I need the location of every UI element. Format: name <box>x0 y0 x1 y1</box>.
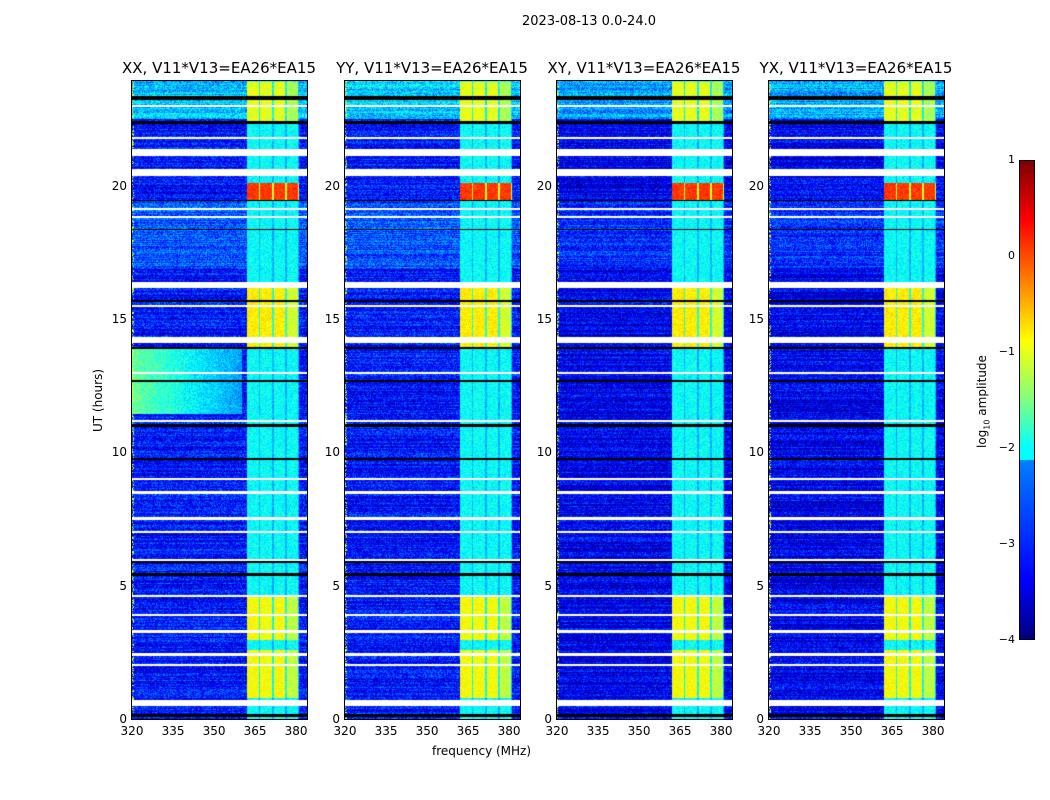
y-tick-label: 5 <box>119 578 127 593</box>
panel-title: XX, V11*V13=EA26*EA15 <box>121 59 316 77</box>
y-tick-label: 15 <box>536 312 552 326</box>
y-tick-label: 5 <box>544 578 552 593</box>
colorbar-tick-label: −4 <box>998 633 1015 646</box>
y-tick-label: 15 <box>748 312 764 326</box>
y-tick-label: 0 <box>544 712 552 726</box>
colorbar-tick-label: −3 <box>998 537 1015 550</box>
x-tick-label: 335 <box>586 724 610 738</box>
x-tick-label: 365 <box>243 724 267 738</box>
y-tick-label: 0 <box>332 712 340 726</box>
x-tick-label: 380 <box>497 724 521 738</box>
x-tick-label: 365 <box>456 724 480 738</box>
x-tick-label: 365 <box>880 724 904 738</box>
x-tick-label: 365 <box>668 724 692 738</box>
y-tick-label: 0 <box>119 712 127 726</box>
y-tick-label: 20 <box>536 178 552 193</box>
y-tick-label: 0 <box>756 712 764 726</box>
x-axis-label: frequency (MHz) <box>432 744 532 758</box>
x-tick-label: 320 <box>545 724 569 738</box>
colorbar-tick-label: −2 <box>998 441 1015 454</box>
panel-title: XY, V11*V13=EA26*EA15 <box>547 59 741 77</box>
colorbar-tick-label: −1 <box>998 345 1015 358</box>
heatmap-image <box>557 81 732 719</box>
heatmap-panel <box>768 80 945 720</box>
heatmap-panel <box>344 80 521 720</box>
x-tick-label: 350 <box>839 724 863 738</box>
panel-title: YY, V11*V13=EA26*EA15 <box>336 59 528 77</box>
y-tick-label: 5 <box>332 578 340 593</box>
y-tick-label: 20 <box>324 178 340 193</box>
x-tick-label: 350 <box>627 724 651 738</box>
figure-title: 2023-08-13 0.0-24.0 <box>522 14 656 29</box>
x-tick-label: 320 <box>757 724 781 738</box>
colorbar-tick-label: 1 <box>1008 153 1015 166</box>
y-tick-label: 10 <box>111 445 127 460</box>
y-tick-label: 20 <box>748 178 764 193</box>
y-tick-label: 5 <box>756 578 764 593</box>
x-tick-label: 335 <box>798 724 822 738</box>
y-axis-label: UT (hours) <box>91 368 105 432</box>
colorbar <box>1019 160 1035 640</box>
y-tick-label: 10 <box>324 445 340 460</box>
y-tick-label: 15 <box>324 312 340 326</box>
y-tick-label: 10 <box>748 445 764 460</box>
colorbar-label: log10 amplitude <box>975 355 992 448</box>
x-tick-label: 335 <box>161 724 185 738</box>
y-tick-label: 10 <box>536 445 552 460</box>
colorbar-tick-label: 0 <box>1008 249 1015 262</box>
heatmap-panel <box>131 80 308 720</box>
heatmap-image <box>132 81 307 719</box>
x-tick-label: 380 <box>284 724 308 738</box>
y-tick-label: 20 <box>111 178 127 193</box>
x-tick-label: 320 <box>333 724 357 738</box>
heatmap-image <box>769 81 944 719</box>
x-tick-label: 380 <box>921 724 945 738</box>
heatmap-image <box>345 81 520 719</box>
x-tick-label: 350 <box>202 724 226 738</box>
x-tick-label: 350 <box>415 724 439 738</box>
panel-title: YX, V11*V13=EA26*EA15 <box>759 59 953 77</box>
x-tick-label: 335 <box>374 724 398 738</box>
x-tick-label: 320 <box>120 724 144 738</box>
x-tick-label: 380 <box>709 724 733 738</box>
heatmap-panel <box>556 80 733 720</box>
y-tick-label: 15 <box>111 312 127 326</box>
